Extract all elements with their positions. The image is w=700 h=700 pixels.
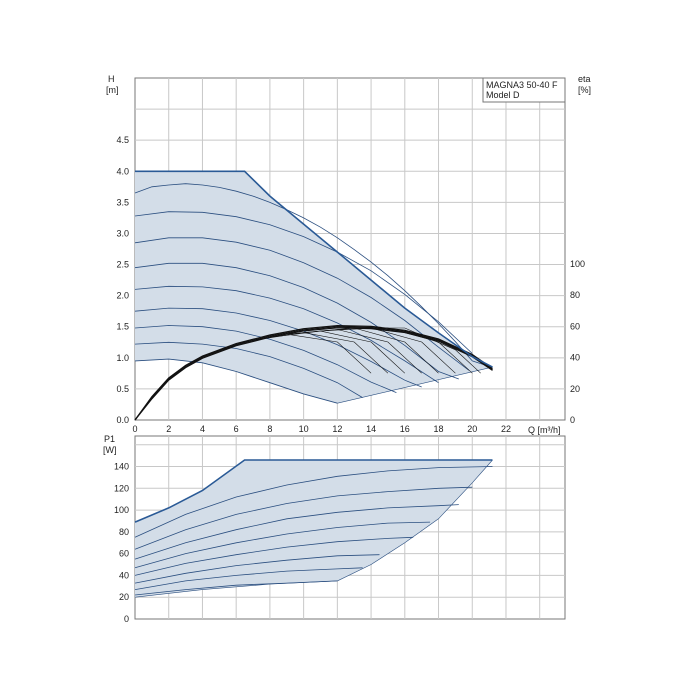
head-y-tick-label: 1.5	[116, 322, 129, 332]
pump-model-legend: MAGNA3 50-40 F Model D	[482, 77, 566, 103]
efficiency-branch-curve	[337, 327, 473, 374]
q-x-tick-label: 14	[366, 424, 376, 434]
head-speed-curve	[134, 325, 397, 393]
power-speed-curve	[134, 536, 414, 576]
head-speed-curve	[134, 341, 363, 398]
eta-label: eta	[578, 74, 591, 84]
head-speed-curve	[134, 237, 470, 371]
power-ylabel: P1	[104, 434, 115, 444]
efficiency-curve	[134, 326, 493, 421]
head-yunit: [m]	[106, 85, 119, 95]
head-y-tick-label: 1.0	[116, 353, 129, 363]
q-x-tick-label: 22	[501, 424, 511, 434]
head-y-tick-label: 0.5	[116, 384, 129, 394]
head-y-tick-label: 0.0	[116, 415, 129, 425]
power-y-ticks: 0 20 40 60 80 100 120 140	[114, 462, 129, 625]
head-y-tick-label: 2.0	[116, 291, 129, 301]
head-min-curve	[134, 358, 338, 404]
power-speed-curve	[134, 504, 459, 560]
q-x-tick-label: 4	[200, 424, 205, 434]
head-y-tick-label: 2.5	[116, 260, 129, 270]
head-curves	[134, 183, 493, 404]
eta-y-tick-label: 100	[570, 259, 585, 269]
eta-y-ticks: 0 20 40 60 80 100	[570, 259, 585, 425]
efficiency-branch-curve	[354, 327, 481, 374]
power-speed-curve	[134, 567, 363, 590]
q-x-tick-label: 18	[434, 424, 444, 434]
head-y-tick-label: 3.0	[116, 228, 129, 238]
head-speed-curve	[134, 285, 439, 384]
power-grid	[135, 436, 565, 619]
eta-y-tick-label: 80	[570, 290, 580, 300]
head-max-envelope	[135, 170, 493, 368]
power-operating-area	[135, 460, 493, 598]
q-x-tick-label: 10	[299, 424, 309, 434]
power-speed-curve	[134, 554, 380, 584]
pump-model-variant: Model D	[486, 90, 520, 100]
power-yunit: [W]	[103, 445, 117, 455]
head-speed-curve	[134, 262, 459, 380]
power-speed-curve	[134, 486, 473, 550]
head-y-tick-label: 3.5	[116, 197, 129, 207]
q-x-tick-label: 8	[267, 424, 272, 434]
eta-unit: [%]	[578, 85, 591, 95]
eta-y-tick-label: 20	[570, 384, 580, 394]
head-y-tick-label: 4.0	[116, 166, 129, 176]
head-operating-area-fill	[135, 171, 493, 404]
power-y-tick-label: 140	[114, 462, 129, 472]
efficiency-curves	[134, 324, 493, 421]
head-min-boundary	[337, 366, 493, 404]
q-x-tick-label: 6	[234, 424, 239, 434]
power-speed-curve	[134, 521, 431, 569]
eta-y-tick-label: 60	[570, 321, 580, 331]
head-max-curve	[135, 170, 493, 368]
power-max-curve	[134, 459, 493, 523]
efficiency-curve	[134, 324, 493, 421]
pump-model-name: MAGNA3 50-40 F	[486, 80, 558, 90]
power-y-tick-label: 0	[124, 614, 129, 624]
q-x-ticks: 0 2 4 6 8 10 12 14 16 18 20 22	[132, 424, 510, 434]
head-operating-area	[135, 171, 493, 404]
head-y-ticks: 0.0 0.5 1.0 1.5 2.0 2.5 3.0 3.5 4.0 4.5	[116, 135, 129, 425]
q-xlabel: Q [m³/h]	[528, 425, 561, 435]
power-y-tick-label: 120	[114, 483, 129, 493]
power-lower-boundary	[134, 459, 493, 598]
power-operating-area-fill	[135, 460, 493, 598]
efficiency-branch-curve	[269, 330, 406, 374]
power-curves	[134, 459, 493, 598]
q-x-tick-label: 2	[166, 424, 171, 434]
q-x-tick-label: 12	[332, 424, 342, 434]
q-x-tick-label: 0	[132, 424, 137, 434]
power-max-envelope	[134, 459, 493, 523]
power-y-tick-label: 100	[114, 505, 129, 515]
power-speed-curve	[134, 466, 493, 538]
power-y-tick-label: 60	[119, 549, 129, 559]
head-speed-curve	[134, 211, 473, 354]
q-x-tick-label: 16	[400, 424, 410, 434]
power-y-tick-label: 20	[119, 592, 129, 602]
q-x-tick-label: 20	[467, 424, 477, 434]
power-y-tick-label: 40	[119, 570, 129, 580]
head-speed-curve	[134, 307, 422, 388]
head-y-tick-label: 4.5	[116, 135, 129, 145]
head-ylabel: H	[108, 74, 115, 84]
power-y-tick-label: 80	[119, 527, 129, 537]
eta-y-tick-label: 0	[570, 415, 575, 425]
eta-y-tick-label: 40	[570, 353, 580, 363]
